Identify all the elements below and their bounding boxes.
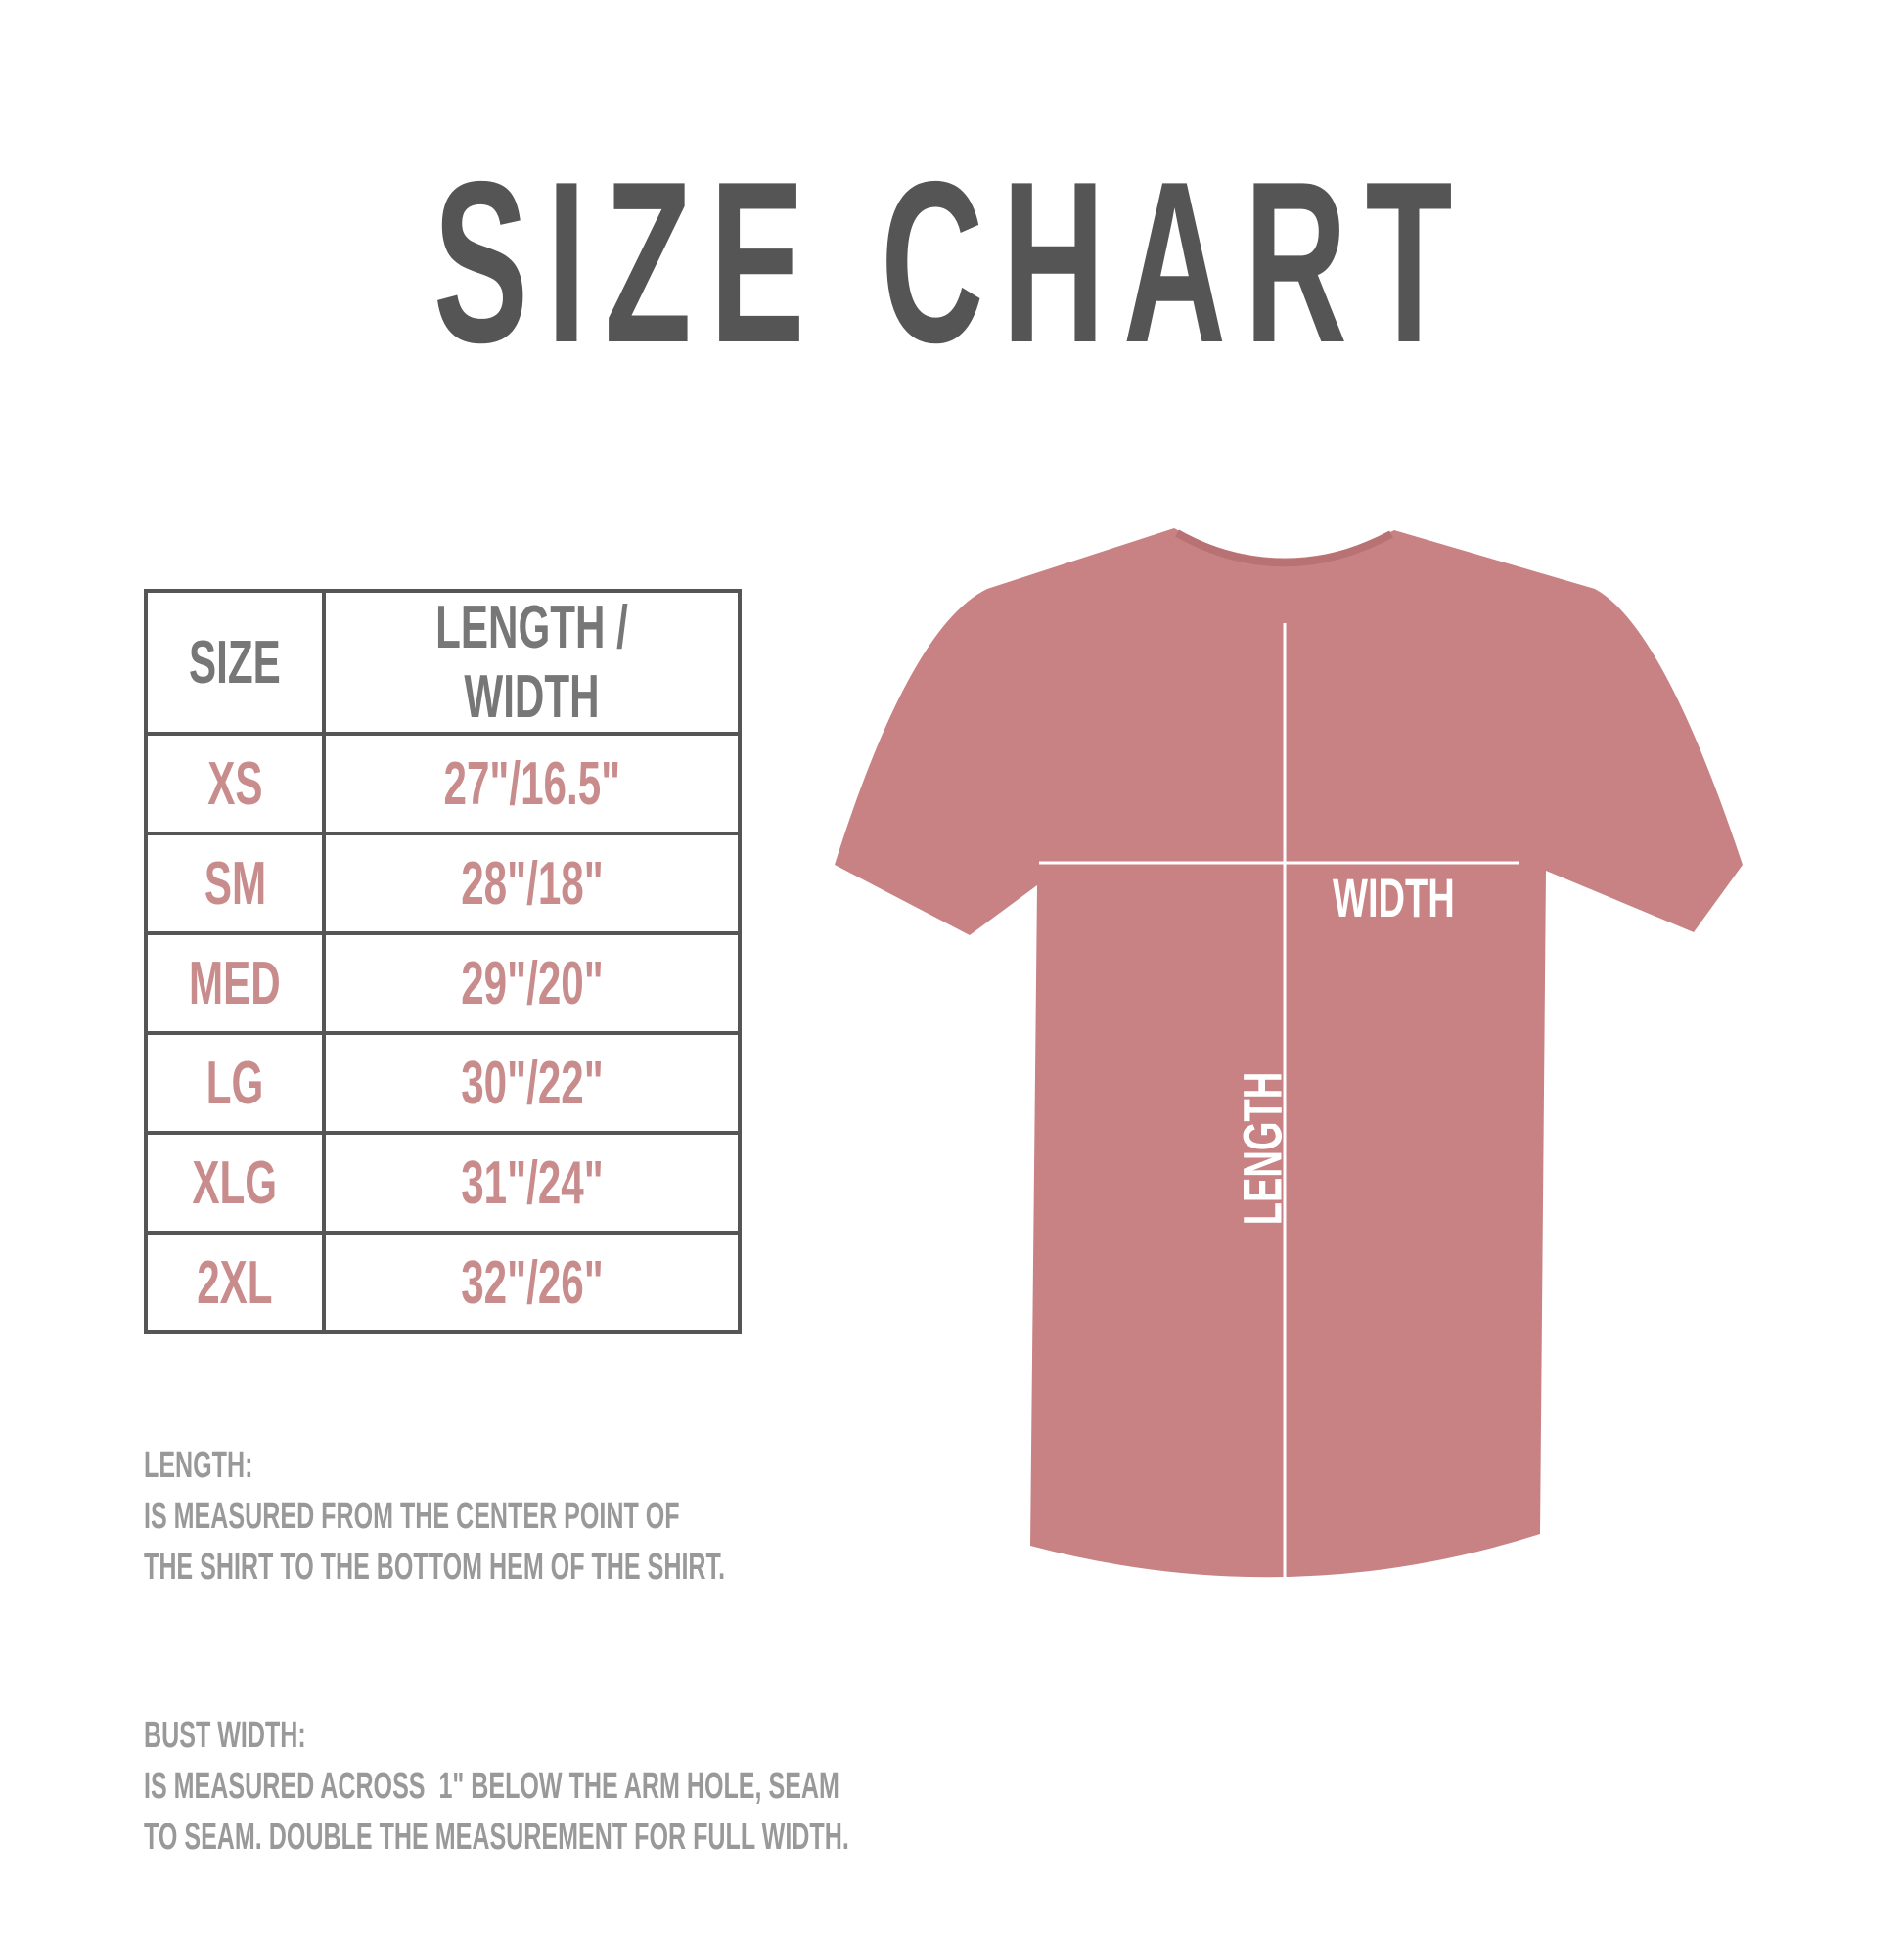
header-size: SIZE: [189, 628, 281, 697]
length-note-title: LENGTH:: [144, 1445, 253, 1486]
length-note-line: THE SHIRT TO THE BOTTOM HEM OF THE SHIRT…: [144, 1547, 726, 1588]
size-cell: MED: [189, 949, 281, 1017]
size-table: SIZE LENGTH / WIDTH XS 27"/16.5" SM 28"/18…: [144, 589, 742, 1334]
size-cell: LG: [205, 1049, 264, 1117]
measure-cell: 32"/26": [460, 1248, 604, 1317]
table-header-row: SIZE LENGTH / WIDTH: [144, 589, 742, 736]
table-row: SM 28"/18": [144, 832, 742, 935]
width-label: WIDTH: [1333, 867, 1455, 928]
size-cell: XLG: [192, 1148, 278, 1217]
width-note-line: IS MEASURED ACROSS 1" BELOW THE ARM HOLE…: [144, 1766, 839, 1807]
measure-cell: 31"/24": [460, 1148, 604, 1217]
table-row: MED 29"/20": [144, 931, 742, 1035]
measure-cell: 27"/16.5": [443, 749, 620, 818]
measurement-notes: LENGTH: IS MEASURED FROM THE CENTER POINT…: [144, 1338, 849, 1929]
measure-cell: 30"/22": [460, 1049, 604, 1117]
tshirt-shape: [835, 528, 1743, 1578]
header-length-width: LENGTH / WIDTH: [435, 594, 628, 731]
length-note-line: IS MEASURED FROM THE CENTER POINT OF: [144, 1496, 680, 1537]
size-cell: 2XL: [197, 1248, 273, 1317]
table-row: XLG 31"/24": [144, 1131, 742, 1235]
width-note-title: BUST WIDTH:: [144, 1715, 306, 1756]
size-cell: SM: [204, 849, 266, 918]
measure-cell: 29"/20": [460, 949, 604, 1017]
width-note-line: TO SEAM. DOUBLE THE MEASUREMENT FOR FULL…: [144, 1817, 849, 1858]
measure-cell: 28"/18": [460, 849, 604, 918]
collar: [1175, 529, 1393, 567]
table-row: XS 27"/16.5": [144, 732, 742, 835]
size-cell: XS: [206, 749, 263, 818]
table-row: LG 30"/22": [144, 1031, 742, 1135]
length-label: LENGTH: [1231, 1071, 1293, 1226]
table-row: 2XL 32"/26": [144, 1231, 742, 1334]
page-title: SIZE CHART: [432, 133, 1472, 390]
